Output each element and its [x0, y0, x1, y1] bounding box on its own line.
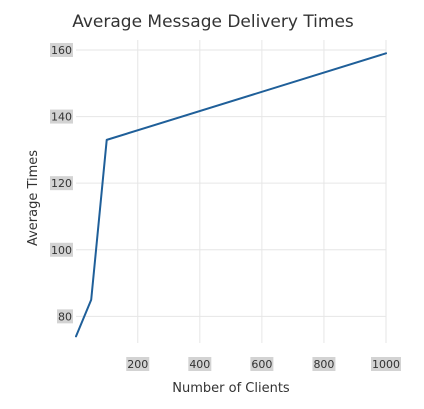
- y-tick-label: 100: [51, 244, 72, 257]
- x-axis-title: Number of Clients: [172, 381, 290, 396]
- y-axis-title: Average Times: [26, 150, 41, 246]
- y-tick-label: 80: [58, 310, 72, 323]
- chart-title: Average Message Delivery Times: [72, 12, 354, 32]
- x-tick-label: 200: [127, 358, 148, 371]
- tick-label-bg: [50, 109, 73, 124]
- tick-label-bg: [312, 357, 336, 371]
- y-tick: 160: [50, 42, 73, 57]
- tick-label-bg: [50, 242, 73, 257]
- x-tick-label: 800: [313, 358, 334, 371]
- tick-label-bg: [50, 176, 73, 191]
- x-tick-label: 1000: [372, 358, 400, 371]
- tick-label-bg: [50, 42, 73, 57]
- x-tick-label: 600: [251, 358, 272, 371]
- x-tick: 600: [250, 357, 274, 371]
- tick-label-bg: [188, 357, 212, 371]
- y-tick: 140: [50, 109, 73, 124]
- series-group: [75, 52, 387, 338]
- tick-label-bg: [371, 357, 401, 371]
- grid: [76, 40, 387, 343]
- tick-label-bg: [126, 357, 150, 371]
- x-tick: 800: [312, 357, 336, 371]
- y-tick-label: 140: [51, 111, 72, 124]
- y-tick: 100: [50, 242, 73, 257]
- x-tick: 1000: [371, 357, 401, 371]
- y-tick-label: 120: [51, 177, 72, 190]
- y-tick-label: 160: [51, 44, 72, 57]
- tick-label-bg: [57, 309, 73, 324]
- x-tick: 400: [188, 357, 212, 371]
- x-tick-label: 400: [189, 358, 210, 371]
- series-line: [75, 52, 387, 338]
- y-tick: 80: [57, 309, 73, 324]
- tick-labels: 200 400 600 800 1000 80 100 120 140 160: [50, 42, 401, 371]
- x-tick: 200: [126, 357, 150, 371]
- y-tick: 120: [50, 176, 73, 191]
- tick-label-bg: [250, 357, 274, 371]
